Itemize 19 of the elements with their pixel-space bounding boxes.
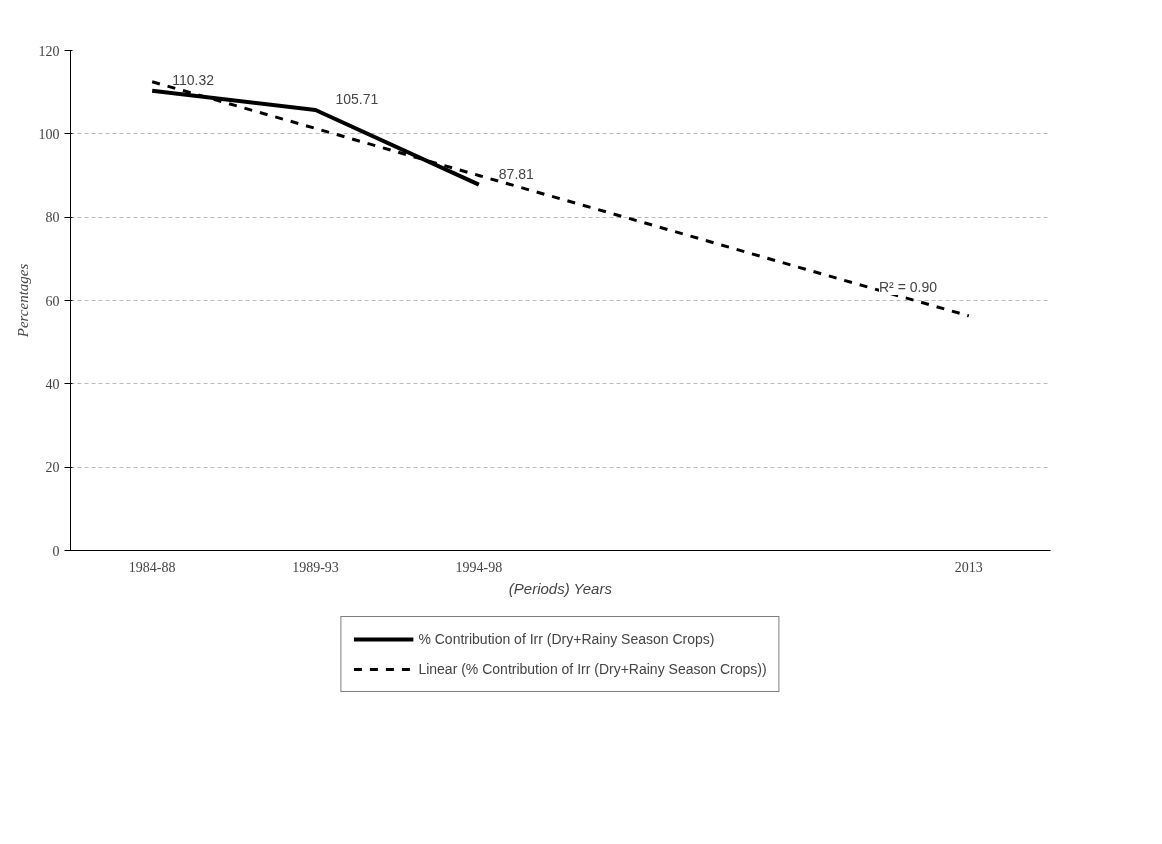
y-tick-label: 80 bbox=[45, 210, 60, 226]
data-label: 87.81 bbox=[498, 165, 535, 182]
annotation: R² = 0.90 bbox=[879, 279, 938, 296]
y-tick-label: 20 bbox=[45, 460, 60, 476]
data-label: 110.32 bbox=[172, 71, 215, 88]
legend-label: % Contribution of Irr (Dry+Rainy Season Crops) bbox=[418, 631, 715, 647]
y-tick-label: 60 bbox=[45, 293, 60, 309]
y-tick-label: 0 bbox=[52, 543, 60, 559]
x-axis-title: (Periods) Years bbox=[508, 579, 613, 597]
y-axis-title: Percentages bbox=[14, 263, 31, 339]
y-tick-label: 120 bbox=[38, 43, 60, 59]
x-tick-label: 1989-93 bbox=[292, 559, 339, 575]
legend-label: Linear (% Contribution of Irr (Dry+Rainy Season Crops)) bbox=[418, 661, 767, 677]
y-tick-label: 40 bbox=[45, 376, 60, 392]
y-tick-label: 100 bbox=[38, 126, 60, 142]
x-tick-label: 1994-98 bbox=[455, 559, 503, 575]
x-tick-label: 2013 bbox=[954, 559, 983, 575]
data-label: 105.71 bbox=[335, 91, 379, 108]
x-tick-label: 1984-88 bbox=[128, 559, 176, 575]
